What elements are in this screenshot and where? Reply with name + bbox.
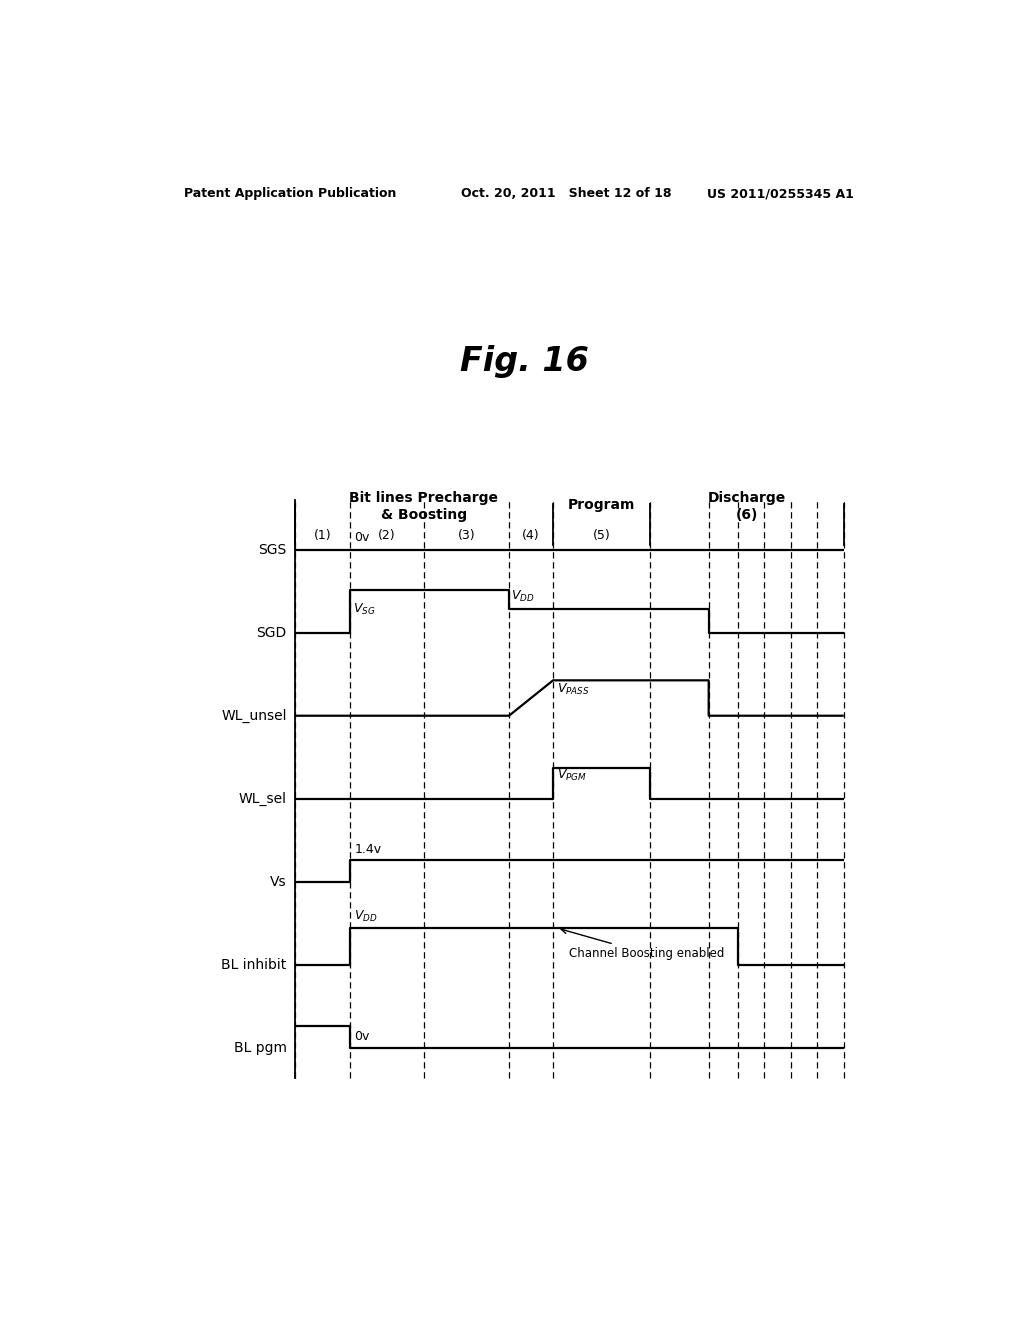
Text: Discharge: Discharge	[708, 491, 786, 506]
Text: WL_unsel: WL_unsel	[221, 709, 287, 723]
Text: (5): (5)	[593, 529, 610, 543]
Text: BL inhibit: BL inhibit	[221, 958, 287, 972]
Text: $V_{DD}$: $V_{DD}$	[511, 589, 535, 603]
Text: (6): (6)	[735, 508, 758, 523]
Text: 0v: 0v	[354, 1030, 370, 1043]
Text: Vs: Vs	[270, 875, 287, 888]
Text: Bit lines Precharge: Bit lines Precharge	[349, 491, 499, 506]
Text: (3): (3)	[458, 529, 475, 543]
Text: Patent Application Publication: Patent Application Publication	[183, 187, 396, 201]
Text: Oct. 20, 2011   Sheet 12 of 18: Oct. 20, 2011 Sheet 12 of 18	[461, 187, 672, 201]
Text: Fig. 16: Fig. 16	[461, 346, 589, 379]
Text: (2): (2)	[378, 529, 396, 543]
Text: Channel Boosting enabled: Channel Boosting enabled	[561, 928, 724, 960]
Text: $V_{SG}$: $V_{SG}$	[353, 602, 375, 616]
Text: 0v: 0v	[354, 531, 370, 544]
Text: (1): (1)	[313, 529, 332, 543]
Text: WL_sel: WL_sel	[239, 792, 287, 805]
Text: (4): (4)	[522, 529, 540, 543]
Text: SGD: SGD	[256, 626, 287, 640]
Text: SGS: SGS	[258, 543, 287, 557]
Text: 1.4v: 1.4v	[354, 843, 382, 857]
Text: Program: Program	[568, 498, 635, 512]
Text: US 2011/0255345 A1: US 2011/0255345 A1	[708, 187, 854, 201]
Text: $V_{DD}$: $V_{DD}$	[354, 909, 378, 924]
Text: & Boosting: & Boosting	[381, 508, 467, 523]
Text: BL pgm: BL pgm	[233, 1040, 287, 1055]
Text: $V_{PGM}$: $V_{PGM}$	[557, 768, 587, 783]
Text: $V_{PASS}$: $V_{PASS}$	[557, 681, 590, 697]
